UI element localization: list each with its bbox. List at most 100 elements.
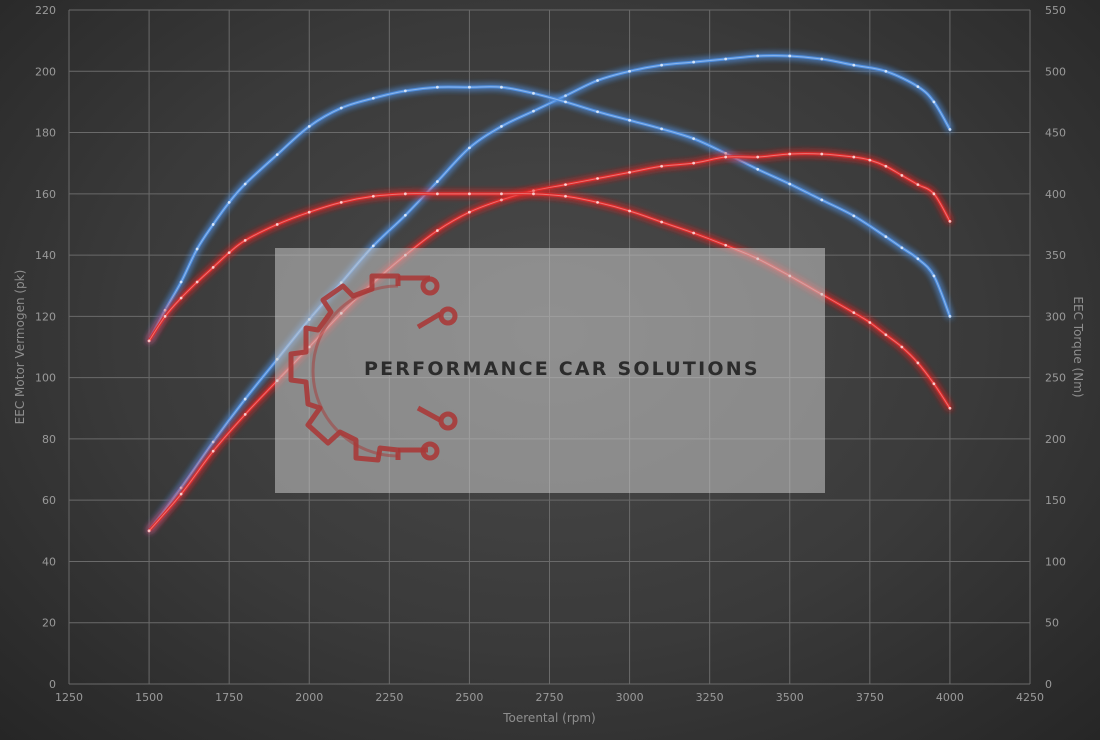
y-left-tick-label: 0: [49, 678, 56, 691]
data-point: [435, 180, 439, 183]
data-point: [243, 397, 247, 401]
data-point: [371, 194, 375, 198]
x-tick-label: 2250: [375, 691, 403, 704]
data-point: [724, 151, 728, 155]
data-point: [852, 311, 856, 315]
y-left-tick-label: 80: [42, 433, 56, 446]
data-point: [179, 280, 183, 284]
series-highlight: [148, 193, 951, 409]
data-point: [628, 118, 631, 122]
data-point: [868, 321, 872, 324]
x-tick-label: 3000: [616, 691, 644, 704]
data-point: [884, 333, 888, 337]
data-point: [628, 209, 631, 213]
data-point: [564, 183, 567, 187]
data-point: [307, 125, 311, 128]
data-point: [596, 110, 599, 114]
data-point: [596, 200, 599, 204]
y-right-tick-label: 100: [1045, 555, 1066, 568]
data-point: [660, 164, 664, 168]
data-point: [564, 94, 567, 98]
data-point: [596, 177, 599, 180]
y-right-tick-label: 150: [1045, 494, 1066, 507]
data-point: [371, 96, 375, 100]
data-point: [211, 449, 215, 453]
data-point: [468, 210, 471, 214]
data-point: [948, 128, 952, 131]
series-line: [147, 192, 952, 410]
data-point: [884, 164, 888, 168]
data-point: [179, 492, 183, 496]
data-point: [916, 183, 920, 187]
data-point: [532, 91, 535, 95]
data-point: [500, 192, 503, 196]
data-point: [564, 194, 567, 198]
data-point: [692, 161, 696, 165]
data-point: [275, 153, 279, 157]
y-right-tick-label: 550: [1045, 4, 1066, 17]
x-tick-label: 4000: [936, 691, 964, 704]
data-point: [227, 200, 231, 204]
data-point: [932, 100, 936, 104]
x-tick-label: 1500: [135, 691, 163, 704]
gear-circuit-logo-icon: [288, 273, 458, 463]
data-point: [500, 125, 503, 128]
data-point: [788, 182, 792, 186]
data-point: [403, 213, 407, 217]
y-left-tick-label: 20: [42, 617, 56, 630]
data-point: [307, 210, 311, 214]
data-point: [532, 109, 535, 113]
x-tick-label: 2000: [295, 691, 323, 704]
y-right-tick-label: 300: [1045, 310, 1066, 323]
data-point: [339, 200, 343, 204]
data-point: [532, 189, 535, 193]
data-point: [756, 155, 760, 159]
data-point: [852, 214, 856, 218]
y-left-tick-label: 100: [35, 372, 56, 385]
data-point: [692, 60, 696, 64]
data-point: [211, 440, 215, 444]
data-point: [500, 198, 503, 202]
x-tick-label: 3750: [856, 691, 884, 704]
data-point: [868, 158, 872, 162]
y-left-tick-label: 180: [35, 127, 56, 140]
data-point: [932, 192, 936, 196]
data-point: [211, 265, 215, 269]
y-right-tick-label: 50: [1045, 617, 1059, 630]
data-point: [532, 192, 535, 196]
data-point: [932, 274, 936, 278]
data-point: [916, 257, 920, 261]
x-axis-title: Toerental (rpm): [502, 711, 595, 725]
y-right-tick-label: 200: [1045, 433, 1066, 446]
data-point: [756, 54, 760, 58]
y-left-tick-label: 220: [35, 4, 56, 17]
data-point: [435, 85, 439, 89]
data-point: [371, 244, 375, 248]
y-right-tick-label: 0: [1045, 678, 1052, 691]
data-point: [339, 106, 343, 110]
data-point: [884, 235, 888, 239]
data-point: [179, 486, 183, 490]
data-point: [468, 85, 471, 89]
data-point: [932, 382, 936, 386]
data-point: [900, 174, 904, 177]
watermark: PERFORMANCE CAR SOLUTIONS: [275, 248, 825, 493]
data-point: [820, 198, 824, 202]
data-point: [468, 146, 471, 150]
data-point: [724, 155, 728, 159]
data-point: [660, 127, 664, 131]
y-left-tick-label: 140: [35, 249, 56, 262]
y-right-tick-label: 350: [1045, 249, 1066, 262]
data-point: [403, 192, 407, 196]
data-point: [900, 345, 904, 349]
data-point: [596, 79, 599, 82]
data-point: [500, 85, 503, 89]
data-point: [948, 406, 952, 410]
data-point: [820, 152, 824, 156]
data-point: [227, 251, 231, 255]
y-left-tick-label: 160: [35, 188, 56, 201]
data-point: [916, 85, 920, 88]
data-point: [211, 223, 215, 226]
data-point: [660, 220, 664, 224]
